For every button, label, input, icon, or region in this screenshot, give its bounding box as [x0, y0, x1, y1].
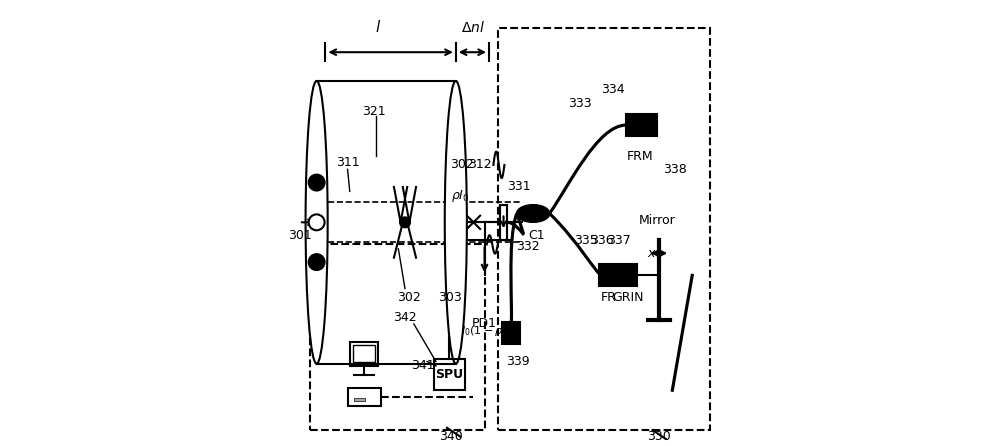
Text: 331: 331 [507, 181, 530, 194]
Text: 334: 334 [601, 83, 624, 96]
Ellipse shape [517, 205, 550, 222]
Bar [500, 205, 507, 240]
Text: 302: 302 [451, 158, 474, 171]
Text: FR: FR [600, 291, 616, 304]
Text: C1: C1 [528, 229, 545, 242]
Text: $\rho I_0$: $\rho I_0$ [451, 188, 470, 204]
Bar [354, 398, 365, 401]
Bar [348, 388, 381, 406]
Circle shape [309, 215, 325, 230]
Bar [434, 359, 465, 390]
Ellipse shape [306, 81, 328, 364]
Text: GRIN: GRIN [612, 291, 644, 304]
Bar [626, 114, 657, 136]
Bar [502, 322, 520, 344]
Text: Mirror: Mirror [638, 214, 675, 227]
Text: 341: 341 [411, 359, 434, 372]
Text: SPU: SPU [435, 368, 463, 381]
Bar [599, 264, 617, 286]
Bar [353, 345, 375, 363]
Ellipse shape [445, 81, 467, 364]
Circle shape [400, 217, 410, 227]
Text: FRM: FRM [627, 149, 654, 162]
Text: 312: 312 [468, 158, 492, 171]
Text: 330: 330 [647, 430, 671, 443]
Circle shape [309, 174, 325, 190]
Text: 332: 332 [516, 240, 540, 253]
Text: 311: 311 [336, 156, 359, 169]
Text: 338: 338 [663, 163, 686, 176]
Text: 333: 333 [568, 96, 591, 110]
Text: 337: 337 [607, 234, 631, 247]
Text: $l$: $l$ [375, 19, 382, 34]
Text: 335: 335 [574, 234, 598, 247]
Text: PD1: PD1 [472, 318, 497, 330]
Text: 303: 303 [438, 291, 462, 304]
Bar [619, 264, 637, 286]
Text: $x$: $x$ [647, 247, 656, 260]
Text: 302: 302 [398, 291, 421, 304]
Text: 340: 340 [440, 430, 463, 443]
Text: 321: 321 [362, 105, 386, 118]
Bar [500, 205, 507, 240]
Text: 339: 339 [506, 355, 529, 368]
Text: 301: 301 [288, 229, 312, 242]
Bar [350, 342, 378, 366]
Text: $I_0(1-\rho)$: $I_0(1-\rho)$ [461, 324, 508, 338]
Text: 336: 336 [590, 234, 613, 247]
Text: $\Delta nl$: $\Delta nl$ [461, 20, 486, 34]
Circle shape [309, 254, 325, 270]
Text: 342: 342 [393, 311, 417, 324]
